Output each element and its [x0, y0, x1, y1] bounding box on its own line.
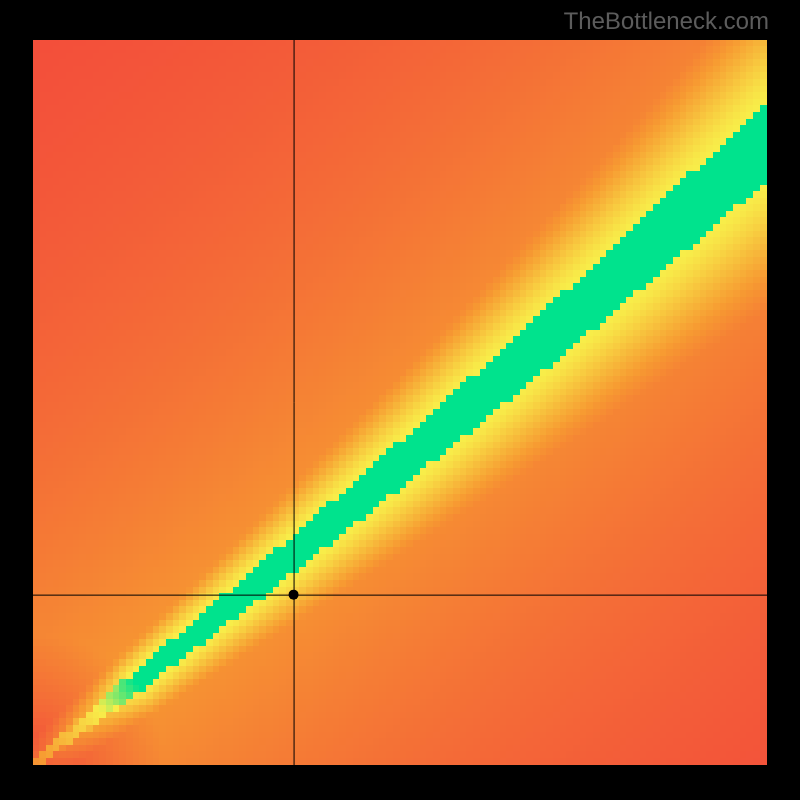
- watermark-text: TheBottleneck.com: [564, 8, 769, 36]
- bottleneck-heatmap: [33, 40, 767, 765]
- chart-frame: { "watermark": { "text": "TheBottleneck.…: [0, 0, 800, 800]
